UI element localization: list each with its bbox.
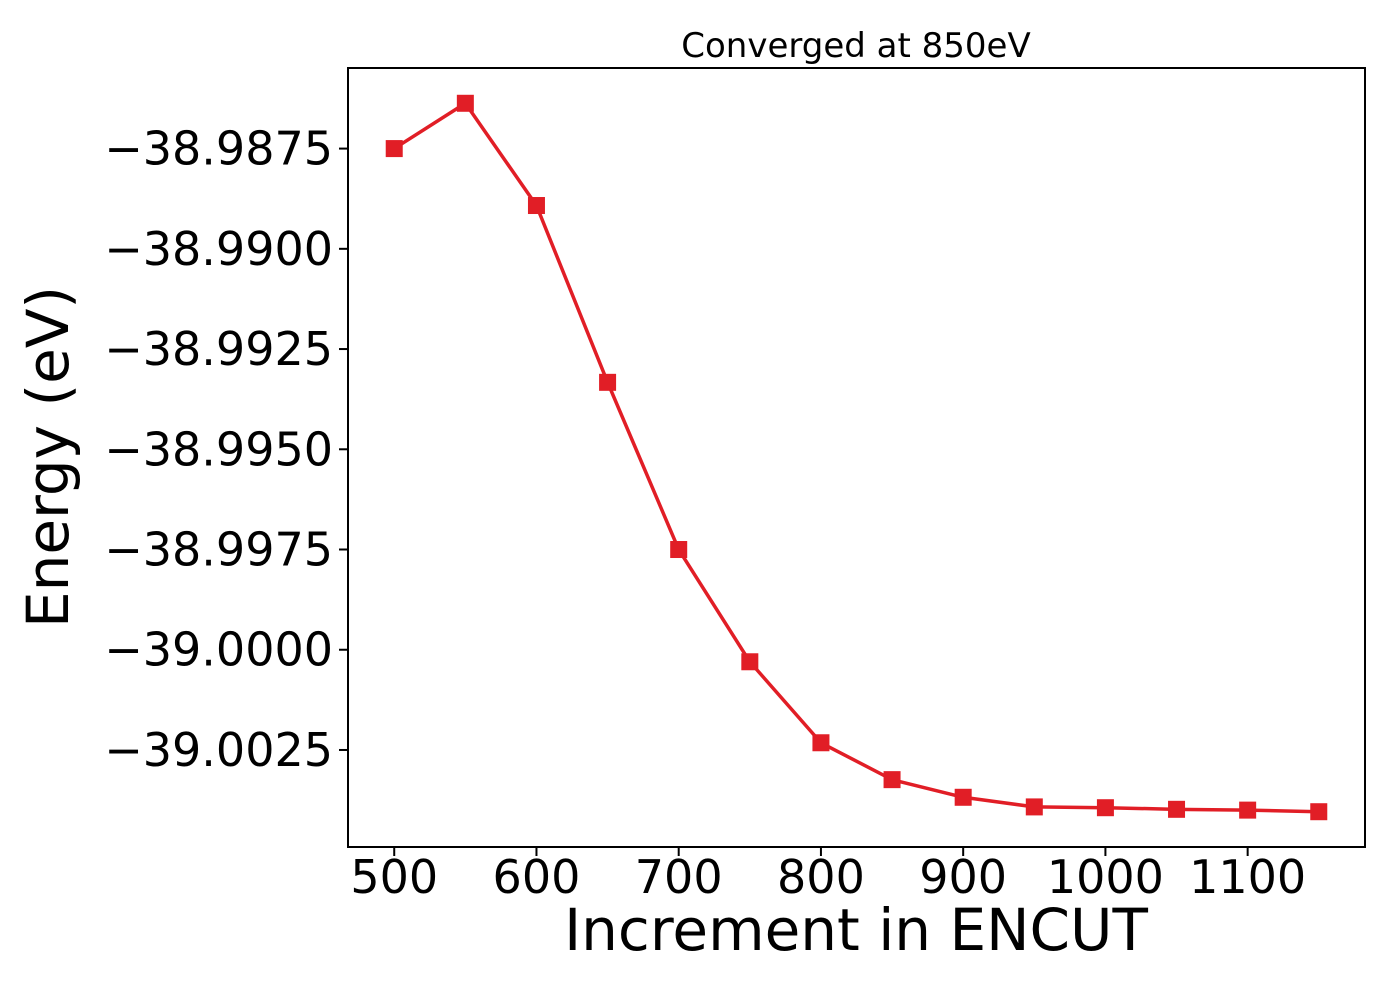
x-axis-label: Increment in ENCUT [564, 896, 1148, 964]
data-point-marker [741, 653, 759, 671]
x-tick-label: 1100 [1189, 850, 1306, 904]
y-tick-label: −38.9900 [104, 222, 333, 276]
x-tick-label: 700 [635, 850, 723, 904]
data-point-marker [954, 788, 972, 806]
y-tick-label: −38.9875 [104, 122, 333, 176]
plot-area: 500 600 700 800 900 1000 1100 −38.9875 −38.9900 −… [104, 67, 1366, 904]
data-point-marker [812, 734, 830, 752]
data-point-marker [1310, 803, 1328, 821]
chart-title: Converged at 850eV [681, 26, 1030, 66]
data-point-marker [385, 140, 403, 158]
data-point-marker [1025, 798, 1043, 816]
data-line [393, 101, 1319, 814]
axes-frame [347, 67, 1366, 848]
x-tick-label: 1000 [1047, 850, 1164, 904]
x-tick-label: 800 [777, 850, 865, 904]
y-tick-label: −39.0000 [104, 623, 333, 677]
data-point-marker [670, 541, 688, 559]
x-tick-label: 500 [350, 850, 438, 904]
y-tick-label: −38.9975 [104, 523, 333, 577]
data-point-marker [1239, 801, 1257, 819]
y-axis-label: Energy (eV) [14, 286, 82, 628]
y-tick-label: −39.0025 [104, 723, 333, 777]
y-tick-label: −38.9925 [104, 322, 333, 376]
y-tick-label: −38.9950 [104, 422, 333, 476]
x-tick-label: 600 [493, 850, 581, 904]
data-point-marker [599, 373, 617, 391]
data-point-marker [527, 197, 545, 215]
data-point-marker [1096, 799, 1114, 817]
data-point-marker [883, 771, 901, 789]
data-point-marker [1168, 800, 1186, 818]
data-point-marker [456, 94, 474, 112]
x-tick-label: 900 [919, 850, 1007, 904]
